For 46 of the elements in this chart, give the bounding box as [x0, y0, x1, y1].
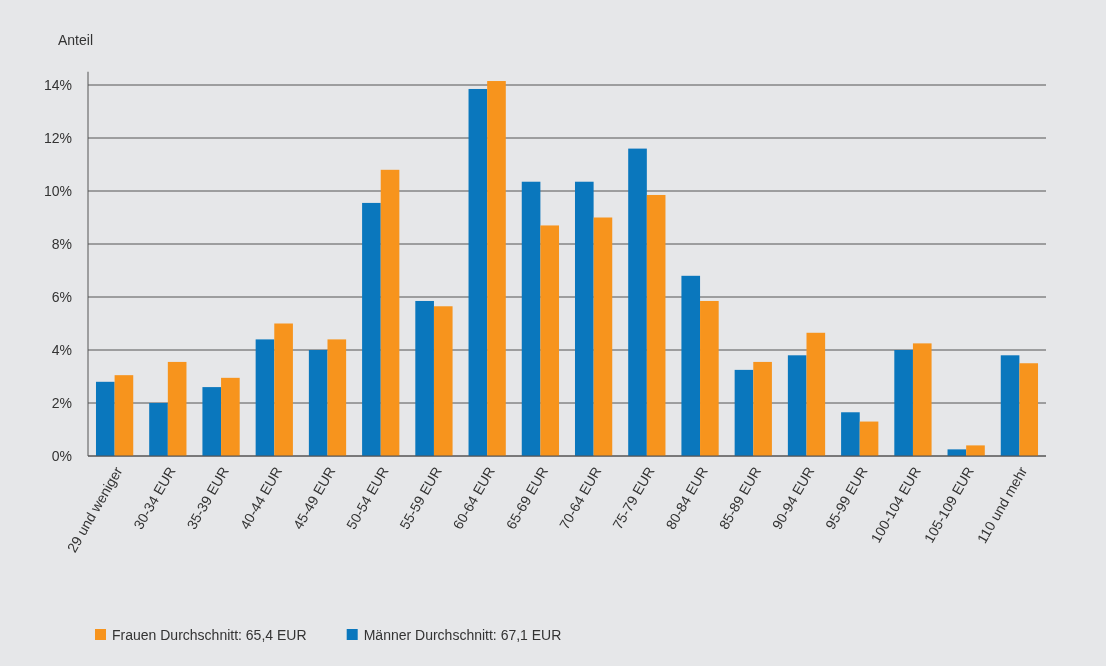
- bar: [540, 225, 560, 456]
- bar: [433, 306, 453, 456]
- bar: [327, 339, 347, 456]
- y-tick-label: 14%: [43, 76, 72, 93]
- legend-label: Männer Durchschnitt: 67,1 EUR: [363, 626, 562, 643]
- bar: [593, 217, 613, 456]
- bar: [753, 361, 772, 456]
- y-tick-label: 10%: [43, 182, 72, 199]
- bar: [894, 350, 913, 456]
- bar: [149, 403, 168, 456]
- bar: [1019, 363, 1039, 456]
- bar: [415, 300, 434, 456]
- bar: [95, 381, 115, 456]
- y-tick-label: 2%: [51, 394, 72, 411]
- bar: [255, 339, 275, 456]
- bar: [859, 421, 879, 456]
- bar: [841, 412, 860, 456]
- bar: [521, 181, 541, 456]
- y-tick-label: 8%: [51, 235, 72, 252]
- bar: [167, 361, 187, 456]
- bar: [308, 350, 328, 456]
- bar: [628, 148, 647, 456]
- bar: [574, 181, 594, 456]
- bar: [468, 88, 488, 456]
- bar: [646, 194, 666, 456]
- bar: [487, 81, 506, 456]
- bar: [202, 387, 222, 456]
- bar: [1000, 355, 1020, 456]
- bar: [221, 377, 240, 456]
- y-tick-label: 0%: [51, 447, 72, 464]
- bar: [912, 343, 932, 456]
- bar: [787, 355, 807, 456]
- bar: [114, 375, 134, 456]
- bar: [274, 323, 293, 456]
- bar: [681, 275, 701, 456]
- bar: [380, 169, 400, 456]
- bar: [362, 202, 381, 456]
- bar: [966, 445, 985, 456]
- legend-label: Frauen Durchschnitt: 65,4 EUR: [112, 626, 307, 643]
- bar: [734, 369, 754, 456]
- y-tick-label: 12%: [43, 129, 72, 146]
- bar: [806, 332, 826, 456]
- y-tick-label: 4%: [51, 341, 72, 358]
- bar: [700, 300, 719, 456]
- y-axis-title: Anteil: [58, 32, 94, 48]
- y-tick-label: 6%: [51, 288, 72, 305]
